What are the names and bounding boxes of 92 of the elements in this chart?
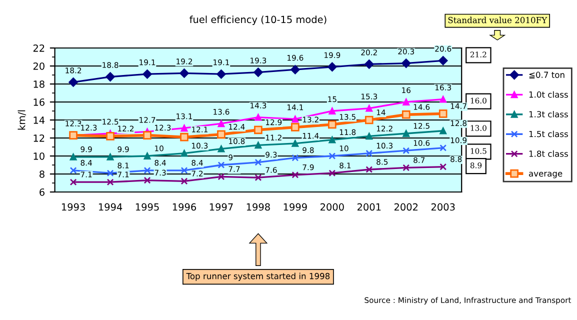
text: Top runner system started in 1998	[186, 272, 330, 281]
point	[402, 130, 410, 137]
point	[142, 69, 152, 79]
point	[328, 170, 336, 177]
point	[254, 126, 262, 134]
y-tick-label: 8	[40, 170, 44, 178]
point	[292, 171, 299, 178]
point	[402, 58, 411, 68]
x-tick-label: 1998	[246, 203, 270, 211]
legend-label: 1.3t class	[529, 110, 568, 118]
point	[218, 162, 225, 168]
point	[366, 166, 373, 173]
point	[328, 120, 336, 129]
x-tick-label: 1994	[98, 203, 122, 211]
text: Standard value 2010FY	[448, 16, 548, 24]
point	[106, 132, 114, 140]
point	[218, 120, 225, 128]
point	[144, 176, 151, 184]
point	[70, 178, 77, 186]
legend-label: 1.0t class	[529, 91, 568, 98]
point	[440, 127, 447, 134]
point	[254, 68, 263, 77]
point	[180, 150, 188, 157]
legend-label: 1.5t class	[529, 130, 568, 138]
point	[364, 60, 374, 69]
legend-label: average	[528, 172, 562, 178]
x-tick-label: 1996	[172, 203, 196, 211]
point	[106, 170, 114, 177]
y-tick-label: 18	[34, 80, 44, 88]
point	[440, 96, 447, 103]
point	[292, 154, 299, 162]
point	[438, 56, 448, 66]
legend-label: 1.8t class	[529, 150, 568, 157]
point	[328, 136, 336, 144]
point	[144, 166, 151, 174]
point	[328, 152, 336, 160]
point	[254, 158, 262, 166]
point	[180, 166, 188, 174]
point	[180, 132, 188, 142]
point	[364, 116, 374, 124]
point	[218, 145, 225, 152]
y-tick-label: 6	[40, 188, 44, 196]
point	[70, 166, 77, 174]
point	[254, 174, 262, 182]
point	[180, 68, 189, 78]
x-tick-label: 1999	[284, 203, 307, 211]
point	[366, 132, 373, 140]
point	[438, 110, 448, 118]
x-tick-label: 2002	[394, 203, 418, 211]
y-tick-label: 12	[34, 134, 44, 142]
point	[218, 173, 225, 180]
x-tick-label: 1993	[62, 203, 85, 211]
point	[254, 114, 262, 121]
point	[180, 124, 188, 132]
y-tick-label: 22	[33, 44, 44, 52]
point	[402, 147, 410, 154]
point	[402, 98, 410, 106]
point	[106, 153, 114, 160]
point	[70, 153, 77, 160]
y-axis-title: km/l	[18, 110, 26, 130]
point	[291, 123, 300, 132]
x-tick-label: 2000	[320, 203, 344, 211]
x-tick-label: 1997	[210, 203, 233, 211]
point	[366, 150, 373, 157]
legend-label: ≦0.7 ton	[529, 72, 564, 79]
point	[402, 110, 410, 119]
y-tick-label: 20	[33, 62, 44, 70]
point	[254, 142, 262, 149]
point	[180, 178, 188, 185]
point	[143, 131, 152, 140]
point	[106, 72, 115, 82]
y-tick-label: 10	[34, 152, 44, 160]
point	[402, 164, 410, 172]
point	[440, 163, 447, 170]
x-tick-label: 2001	[357, 203, 381, 211]
x-tick-label: 1995	[136, 203, 159, 211]
point	[216, 69, 226, 79]
point	[144, 152, 151, 160]
y-tick-label: 16	[34, 98, 44, 106]
chart-title: fuel efficiency (10-15 mode)	[190, 16, 326, 26]
point	[366, 104, 373, 112]
point	[290, 64, 300, 74]
x-tick-label: 2003	[431, 203, 455, 211]
point	[217, 130, 226, 139]
point	[328, 108, 336, 114]
point	[106, 178, 114, 186]
point	[328, 62, 337, 72]
y-tick-label: 14	[34, 116, 45, 124]
point	[292, 140, 299, 147]
point	[292, 116, 299, 123]
point	[440, 144, 447, 152]
point	[68, 78, 78, 87]
